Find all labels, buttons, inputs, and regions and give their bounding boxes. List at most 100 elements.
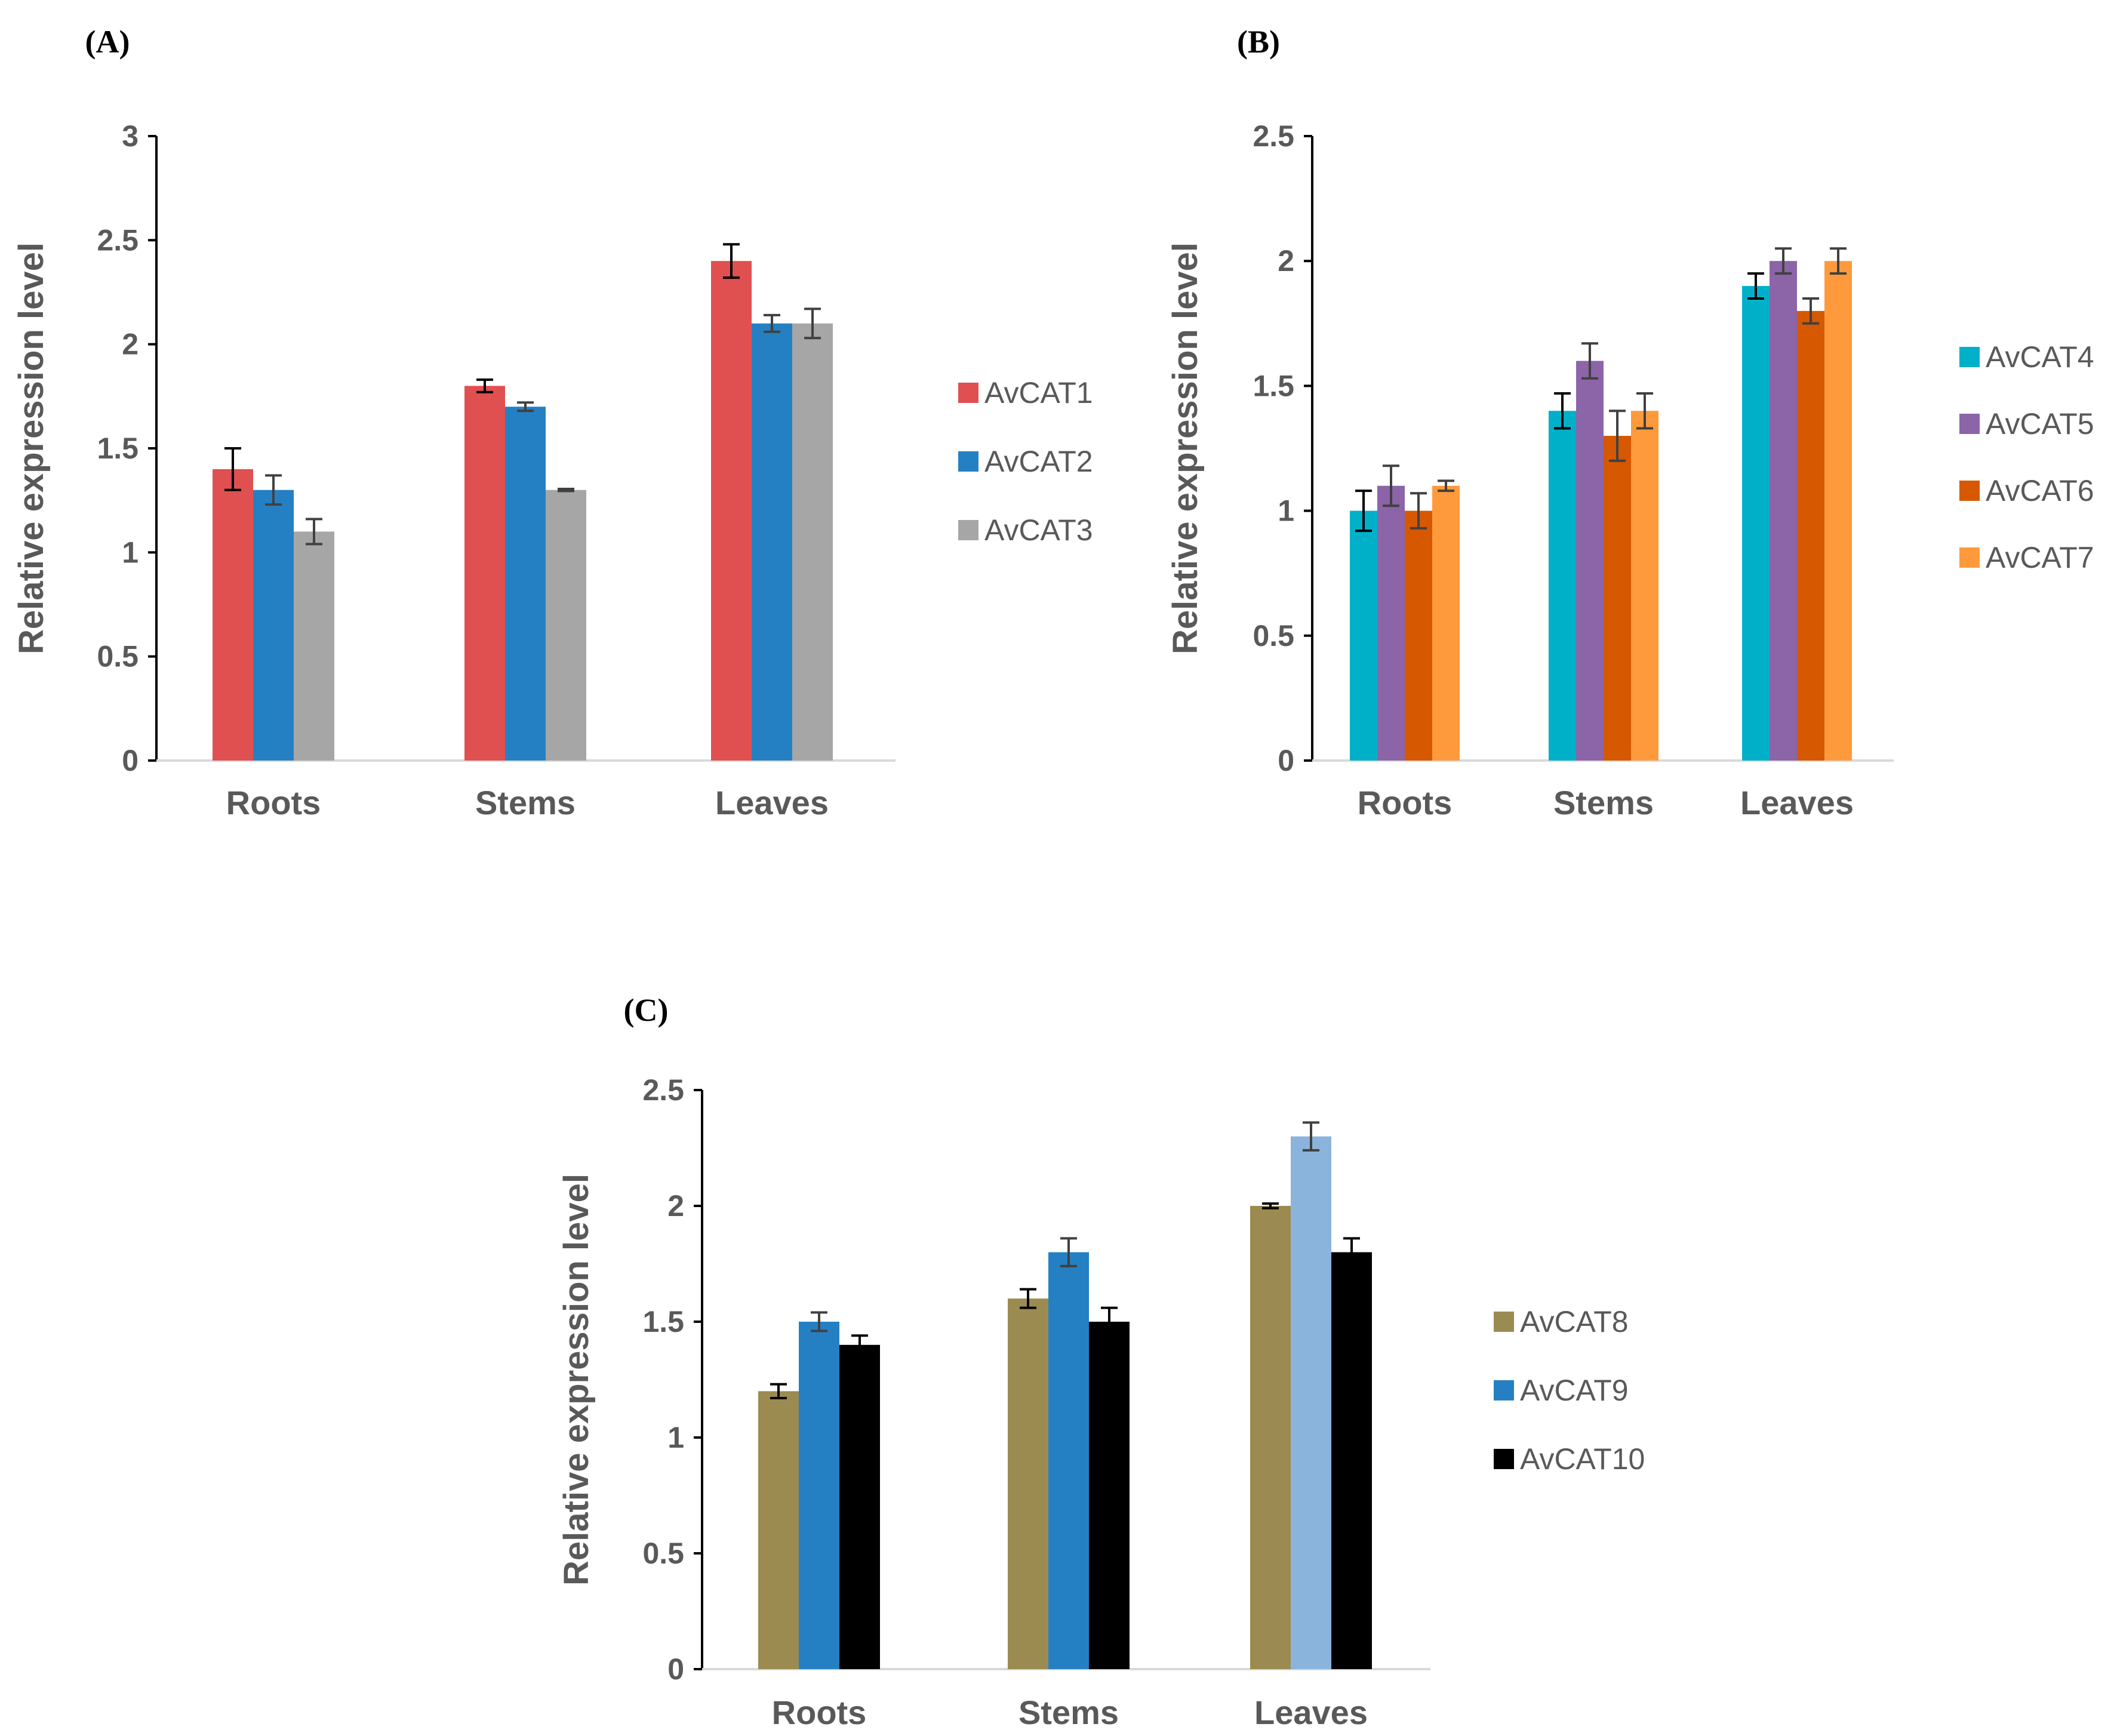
bar-avcat2	[752, 323, 792, 761]
bar-avcat8	[1008, 1298, 1048, 1669]
bar-avcat10	[1089, 1322, 1130, 1669]
bar-avcat6	[1797, 310, 1824, 761]
x-category-label: Roots	[772, 1694, 867, 1731]
legend-label: AvCAT2	[984, 445, 1093, 478]
error-bar	[1020, 1288, 1036, 1309]
bar-avcat10	[839, 1344, 880, 1669]
legend-label: AvCAT10	[1520, 1442, 1645, 1476]
error-bar	[1355, 490, 1372, 533]
bar-avcat4	[1549, 411, 1576, 761]
legend-swatch	[1959, 347, 1980, 367]
error-bar	[1609, 410, 1626, 462]
legend-item: AvCAT5	[1959, 407, 2094, 441]
legend-label: AvCAT1	[984, 376, 1093, 410]
y-tick-label: 1.5	[1253, 369, 1294, 402]
panel-label: (C)	[624, 992, 669, 1028]
error-bar	[1581, 342, 1598, 380]
error-bar	[306, 518, 322, 546]
error-bar	[1775, 247, 1792, 275]
bar-avcat8	[758, 1391, 799, 1669]
bar-avcat1	[464, 386, 505, 761]
bar-avcat6	[1604, 436, 1631, 761]
error-bar	[1747, 272, 1764, 300]
bar-avcat1	[213, 469, 253, 761]
legend-swatch	[1959, 481, 1980, 501]
error-bar	[224, 447, 241, 491]
y-tick-label: 0	[122, 744, 139, 777]
y-tick-label: 1	[1278, 494, 1294, 528]
bar-avcat7	[1824, 261, 1852, 761]
y-tick-label: 1.5	[97, 432, 139, 465]
legend-swatch	[1959, 547, 1980, 568]
error-bar	[1554, 392, 1571, 430]
bar-avcat5	[1576, 361, 1604, 761]
panel-label: (B)	[1237, 24, 1280, 60]
y-axis-title: Relative expression level	[557, 1174, 596, 1586]
error-bar	[1636, 392, 1653, 430]
error-bar	[1060, 1237, 1077, 1267]
error-bar	[1438, 479, 1454, 493]
error-bar	[476, 378, 493, 393]
y-axis-title: Relative expression level	[1166, 242, 1205, 654]
y-tick-label: 1.5	[642, 1305, 684, 1338]
y-tick-label: 2.5	[97, 223, 139, 257]
y-tick-label: 0.5	[642, 1537, 684, 1570]
y-tick-label: 1	[122, 535, 139, 569]
bar-avcat2	[505, 407, 546, 761]
bar-avcat4	[1350, 510, 1377, 761]
error-bar	[723, 243, 740, 279]
legend-swatch	[958, 520, 978, 540]
y-tick-label: 0	[1278, 744, 1294, 777]
bar-avcat2	[253, 490, 294, 761]
error-bar	[558, 487, 574, 493]
bar-avcat3	[294, 531, 334, 761]
legend-item: AvCAT8	[1494, 1305, 1629, 1338]
error-bar	[1410, 492, 1427, 530]
bar-avcat10	[1331, 1252, 1372, 1669]
error-bar	[517, 401, 534, 413]
legend-label: AvCAT7	[1986, 541, 2094, 574]
bar-avcat5	[1770, 261, 1797, 761]
legend-item: AvCAT6	[1959, 474, 2094, 507]
y-tick-label: 3	[122, 119, 139, 153]
error-bar	[804, 307, 821, 340]
y-axis-title: Relative expression level	[12, 242, 51, 654]
error-bar	[1802, 297, 1819, 325]
y-tick-label: 0.5	[97, 640, 139, 673]
error-bar	[1262, 1202, 1279, 1209]
legend-swatch	[1494, 1380, 1514, 1401]
x-category-label: Roots	[1358, 784, 1453, 821]
legend-label: AvCAT6	[1986, 474, 2094, 507]
legend-label: AvCAT9	[1520, 1374, 1629, 1407]
bar-avcat8	[1250, 1206, 1291, 1669]
error-bar	[851, 1334, 868, 1356]
x-category-label: Stems	[475, 784, 576, 821]
error-bar	[1343, 1237, 1360, 1267]
bar-avcat7	[1631, 411, 1658, 761]
y-tick-label: 0.5	[1253, 619, 1294, 652]
bar-avcat5	[1377, 485, 1405, 761]
bar-avcat9	[1291, 1136, 1331, 1669]
bar-avcat3	[546, 490, 586, 761]
error-bar	[1383, 464, 1399, 507]
y-tick-label: 2	[122, 328, 139, 361]
bar-avcat7	[1432, 485, 1460, 761]
chart-panel-c: (C) 0 0.5 1 1.5 2 2.5 Relative expression level…	[557, 992, 1645, 1731]
error-bar	[1830, 247, 1847, 275]
legend-item: AvCAT4	[1959, 340, 2094, 374]
bar-avcat9	[1048, 1252, 1089, 1669]
x-category-label: Leaves	[1254, 1694, 1368, 1731]
legend-item: AvCAT3	[958, 513, 1093, 547]
error-bar	[265, 474, 282, 506]
legend-item: AvCAT9	[1494, 1374, 1629, 1407]
y-tick-label: 1	[667, 1421, 684, 1454]
x-category-label: Leaves	[1740, 784, 1854, 821]
x-category-label: Roots	[226, 784, 321, 821]
bar-avcat3	[792, 323, 833, 761]
legend-item: AvCAT1	[958, 376, 1093, 410]
x-category-label: Leaves	[715, 784, 829, 821]
legend-label: AvCAT5	[1986, 407, 2094, 441]
error-bar	[811, 1311, 827, 1332]
chart-panel-b: (B) 0 0.5 1 1.5 2 2.5 Relative expression level…	[1166, 24, 2094, 821]
